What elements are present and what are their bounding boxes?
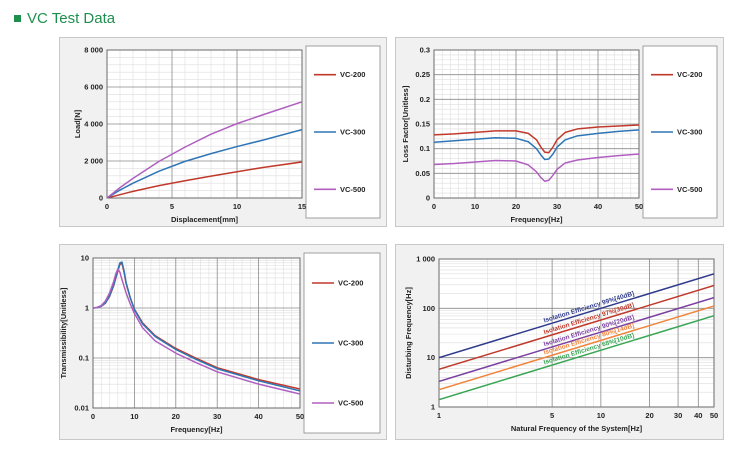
y-tick-label: 0.05 — [415, 169, 430, 178]
y-tick-label: 1 000 — [416, 255, 435, 264]
page-heading: VC Test Data — [14, 8, 115, 28]
x-tick-label: 40 — [694, 411, 702, 420]
x-tick-label: 40 — [594, 202, 602, 211]
series-line-isolation-efficiency-99-40db — [439, 273, 714, 359]
chart-panel-transmissibility: 0 10 20 30 40 50 0.01 0.1 1 10 Frequency[Hz] Transm… — [59, 244, 387, 440]
series-line-vc-300 — [107, 128, 302, 198]
y-tick-label: 8 000 — [84, 46, 103, 55]
y-tick-label: 0.01 — [74, 404, 89, 413]
x-tick-label: 30 — [674, 411, 682, 420]
series-line-isolation-efficiency-68-10db — [439, 314, 714, 401]
series-line-vc-300 — [434, 129, 639, 161]
y-tick-label: 6 000 — [84, 83, 103, 92]
series-line-vc-500 — [434, 153, 639, 182]
x-tick-label: 0 — [105, 202, 109, 211]
x-tick-label: 10 — [471, 202, 479, 211]
heading-bullet-icon — [14, 14, 21, 22]
chart-panel-isolation: 1 5 10 20 30 40 50 1 10 100 1 000 Natural Frequency… — [395, 244, 724, 440]
y-tick-label: 4 000 — [84, 120, 103, 129]
x-tick-label: 30 — [553, 202, 561, 211]
x-tick-label: 20 — [172, 412, 180, 421]
x-tick-label: 5 — [170, 202, 174, 211]
plot-frame — [92, 257, 301, 409]
x-axis-label: Frequency[Hz] — [170, 425, 223, 434]
x-tick-label: 10 — [597, 411, 605, 420]
x-axis-label: Displacement[mm] — [171, 215, 239, 224]
legend-label-vc-500: VC-500 — [340, 185, 365, 194]
series-line-vc-200 — [107, 161, 302, 198]
y-axis-label: Loss Factor[Unitless] — [401, 85, 410, 162]
series-line-vc-500 — [93, 268, 300, 395]
y-tick-label: 0.1 — [420, 144, 430, 153]
series-line-vc-500 — [107, 101, 302, 198]
x-tick-label: 20 — [512, 202, 520, 211]
legend-label-vc-300: VC-300 — [338, 339, 363, 348]
page-title: VC Test Data — [27, 9, 116, 27]
x-tick-label: 50 — [296, 412, 304, 421]
y-tick-label: 1 — [431, 403, 435, 412]
chart-panel-load: 0 5 10 15 0 2 000 4 000 6 000 8 000 Displacement[… — [59, 37, 387, 227]
legend-label-vc-500: VC-500 — [338, 399, 363, 408]
x-tick-label: 20 — [645, 411, 653, 420]
x-tick-label: 50 — [710, 411, 718, 420]
x-tick-label: 0 — [432, 202, 436, 211]
y-tick-label: 10 — [81, 254, 89, 263]
plot-area — [439, 259, 714, 407]
legend-label-vc-500: VC-500 — [677, 185, 702, 194]
plot-frame — [433, 49, 640, 199]
series-line-vc-300 — [93, 261, 300, 392]
loss-factor-chart: 0 10 20 30 40 50 0 0.05 0.1 0.15 0.2 0.25 0.3 Frequen… — [401, 46, 718, 224]
x-tick-label: 5 — [550, 411, 554, 420]
y-tick-label: 0 — [99, 194, 103, 203]
x-axis-label: Frequency[Hz] — [510, 215, 563, 224]
transmissibility-chart: 0 10 20 30 40 50 0.01 0.1 1 10 Frequency[Hz] Transm… — [60, 252, 381, 434]
y-axis-label: Disturbing Frequency[Hz] — [404, 287, 413, 379]
y-tick-label: 10 — [427, 353, 435, 362]
y-axis-label: Load[N] — [73, 109, 82, 138]
y-tick-label: 100 — [422, 304, 435, 313]
legend-label-vc-300: VC-300 — [677, 128, 702, 137]
series-line-isolation-efficiency-90-20db — [439, 296, 714, 383]
plot-frame — [438, 258, 715, 408]
series-line-isolation-efficiency-80-14db — [439, 305, 714, 391]
isolation-efficiency-chart: 1 5 10 20 30 40 50 1 10 100 1 000 Natural Frequency… — [404, 255, 718, 434]
series-line-isolation-efficiency-97-30db — [439, 284, 714, 371]
x-tick-label: 15 — [298, 202, 306, 211]
y-axis-label: Transmissibility[Unitless] — [60, 287, 68, 378]
x-tick-label: 10 — [233, 202, 241, 211]
legend-label-vc-300: VC-300 — [340, 128, 365, 137]
legend-label-vc-200: VC-200 — [340, 70, 365, 79]
legend-label-vc-200: VC-200 — [338, 279, 363, 288]
plot-area — [93, 258, 300, 408]
y-tick-label: 0.15 — [415, 120, 430, 129]
legend-label-vc-200: VC-200 — [677, 70, 702, 79]
x-tick-label: 30 — [213, 412, 221, 421]
y-tick-label: 0 — [426, 194, 430, 203]
chart-panel-loss-factor: 0 10 20 30 40 50 0 0.05 0.1 0.15 0.2 0.25 0.3 Frequen… — [395, 37, 724, 227]
x-axis-label: Natural Frequency of the System[Hz] — [511, 424, 643, 433]
series-line-vc-200 — [434, 124, 639, 154]
x-tick-label: 10 — [130, 412, 138, 421]
y-tick-label: 1 — [85, 304, 89, 313]
plot-frame — [106, 49, 303, 199]
y-tick-label: 2 000 — [84, 157, 103, 166]
load-displacement-chart: 0 5 10 15 0 2 000 4 000 6 000 8 000 Displacement[… — [73, 46, 381, 224]
y-tick-label: 0.2 — [420, 95, 430, 104]
y-tick-label: 0.3 — [420, 46, 430, 55]
x-tick-label: 40 — [254, 412, 262, 421]
y-tick-label: 0.1 — [79, 354, 89, 363]
x-tick-label: 0 — [91, 412, 95, 421]
x-tick-label: 1 — [437, 411, 441, 420]
x-tick-label: 50 — [635, 202, 643, 211]
y-tick-label: 0.25 — [415, 70, 430, 79]
